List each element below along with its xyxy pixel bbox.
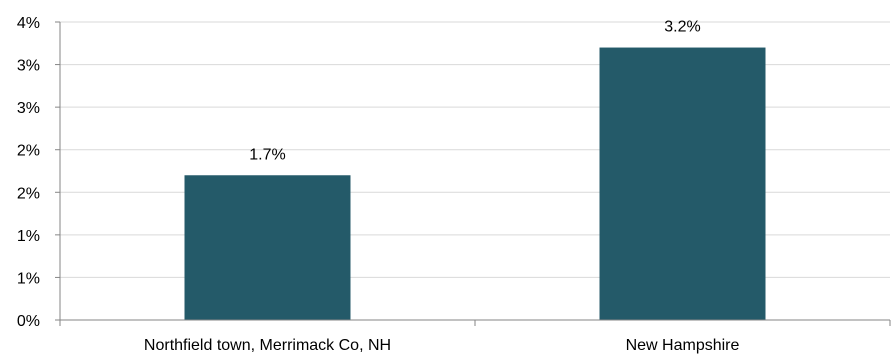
bar-value-label: 1.7% (249, 146, 285, 163)
axes (59, 22, 891, 326)
bar (599, 47, 766, 321)
y-tick-label: 0% (17, 313, 40, 330)
bar-value-label: 3.2% (664, 19, 700, 36)
bars (184, 47, 766, 321)
y-tick-label: 1% (17, 228, 40, 245)
bar (184, 175, 351, 320)
data-labels: 1.7% 3.2% (249, 19, 700, 164)
x-category-label: Northfield town, Merrimack Co, NH (144, 337, 391, 354)
y-tick-label: 3% (17, 58, 40, 75)
y-tick-label: 4% (17, 15, 40, 32)
y-tick-label: 1% (17, 270, 40, 287)
y-tick-label: 2% (17, 143, 40, 160)
y-tick-label: 3% (17, 100, 40, 117)
x-axis-labels: Northfield town, Merrimack Co, NH New Ham… (144, 337, 740, 354)
y-axis-ticks: 0% 1% 1% 2% 2% 3% 3% 4% (17, 15, 60, 330)
x-category-label: New Hampshire (626, 337, 740, 354)
y-tick-label: 2% (17, 185, 40, 202)
